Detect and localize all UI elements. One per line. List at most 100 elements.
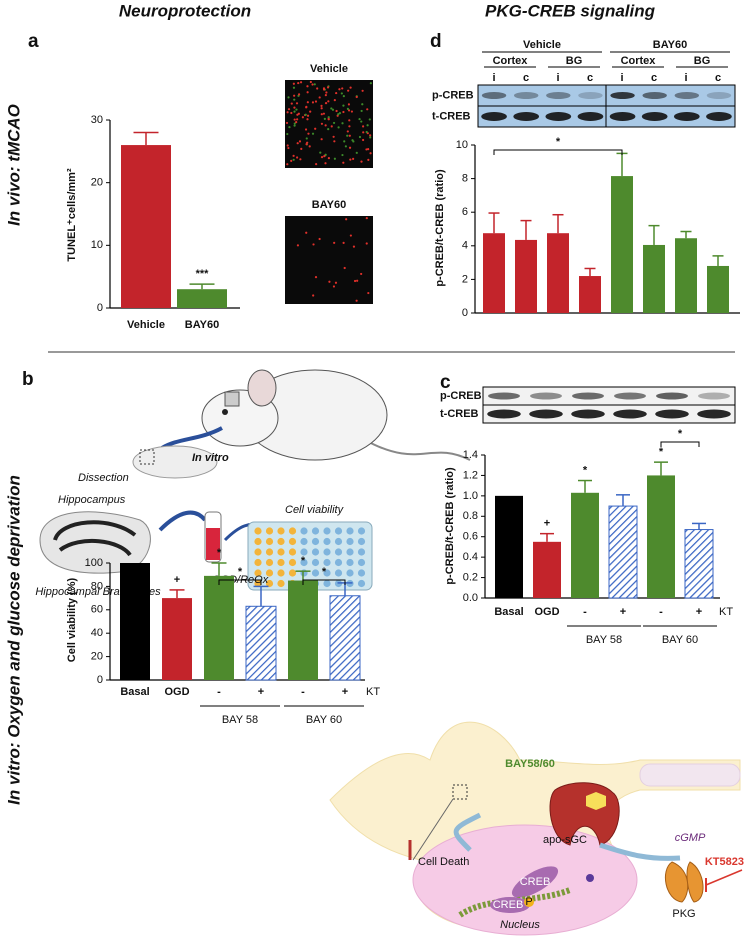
dot <box>293 110 296 113</box>
dot <box>305 137 308 140</box>
x-tick-label: i <box>684 72 687 84</box>
blot-band <box>613 409 647 419</box>
well <box>311 558 320 567</box>
dot <box>319 151 322 154</box>
well <box>334 548 343 556</box>
dot <box>369 82 372 85</box>
cell-dots <box>285 80 372 302</box>
y-tick-label: 20 <box>91 651 103 663</box>
dot <box>297 81 300 85</box>
dot <box>327 118 330 121</box>
dot <box>335 109 338 113</box>
dot <box>332 135 335 138</box>
y-tick-label: 0.8 <box>463 510 478 522</box>
group-label: BAY 58 <box>222 714 258 726</box>
dot <box>346 107 349 110</box>
annotation: * <box>322 566 327 578</box>
blot-band <box>487 409 521 419</box>
dot <box>297 93 301 96</box>
well <box>254 579 262 588</box>
dot <box>306 114 310 117</box>
dot <box>347 109 351 112</box>
schematic-label: cGMP <box>675 832 706 844</box>
schematic-label: apo-sGC <box>543 834 587 846</box>
dot <box>296 156 299 159</box>
well <box>254 527 262 535</box>
x-tick-label: + <box>342 686 348 698</box>
y-tick-label: 4 <box>462 240 468 252</box>
well <box>300 548 308 556</box>
dot <box>299 81 303 84</box>
y-tick-label: 60 <box>91 604 103 616</box>
y-tick-label: 2 <box>462 273 468 285</box>
dot <box>348 125 351 128</box>
y-tick-label: 0.0 <box>463 592 478 604</box>
dot <box>292 82 295 85</box>
dot <box>362 125 365 128</box>
dot <box>311 83 314 86</box>
dot <box>342 241 345 244</box>
dot <box>333 241 336 244</box>
well <box>323 569 331 577</box>
dot <box>360 160 363 163</box>
blot-band <box>674 92 700 99</box>
blot-band <box>642 92 667 99</box>
dot <box>296 118 299 121</box>
well <box>311 537 320 546</box>
dot <box>362 131 365 134</box>
bracket <box>660 441 700 447</box>
dot <box>293 124 296 127</box>
blot-band <box>488 392 520 400</box>
bar <box>245 605 277 681</box>
dot <box>290 111 293 115</box>
bar <box>643 244 665 313</box>
annotation: + <box>174 574 180 586</box>
group-label: BAY 60 <box>662 634 698 646</box>
blot-band <box>697 409 731 419</box>
dot <box>342 110 345 114</box>
region-label: BG <box>566 55 583 67</box>
dot <box>346 130 349 133</box>
dot <box>290 102 293 105</box>
x-tick-label: Vehicle <box>127 319 165 331</box>
dot <box>314 127 317 130</box>
group-label: Vehicle <box>523 39 561 51</box>
dot <box>316 87 319 90</box>
dot <box>349 86 352 89</box>
dot <box>356 279 359 282</box>
group-label: BAY 58 <box>586 634 622 646</box>
x-tick-label: - <box>217 686 221 698</box>
dot <box>367 158 370 161</box>
dot <box>313 83 316 86</box>
image-label: Vehicle <box>310 63 348 75</box>
dot <box>318 237 321 241</box>
dot <box>304 128 308 131</box>
y-tick-label: 0 <box>97 674 103 686</box>
blot-band <box>572 392 604 400</box>
well <box>254 548 262 556</box>
region-label: BG <box>694 55 711 67</box>
y-tick-label: 8 <box>462 173 468 185</box>
dot <box>333 157 336 160</box>
blot-band <box>513 112 540 121</box>
dot <box>326 86 330 89</box>
well <box>334 569 343 577</box>
dot <box>347 89 350 92</box>
dot <box>293 118 296 121</box>
dot <box>296 244 300 247</box>
dot <box>286 132 289 136</box>
dot <box>322 87 326 90</box>
x-tick-label: + <box>620 606 626 618</box>
well <box>346 569 354 577</box>
schematic-label: Hippocampus <box>58 494 126 506</box>
well <box>300 558 308 567</box>
well <box>265 558 274 567</box>
dot <box>344 145 347 148</box>
schematic-label: Nucleus <box>500 919 540 931</box>
bar <box>579 276 601 313</box>
x-tick-label: c <box>715 72 721 84</box>
dot <box>332 285 336 288</box>
dot <box>338 112 342 115</box>
y-tick-label: 1.2 <box>463 469 478 481</box>
dot <box>285 121 289 125</box>
